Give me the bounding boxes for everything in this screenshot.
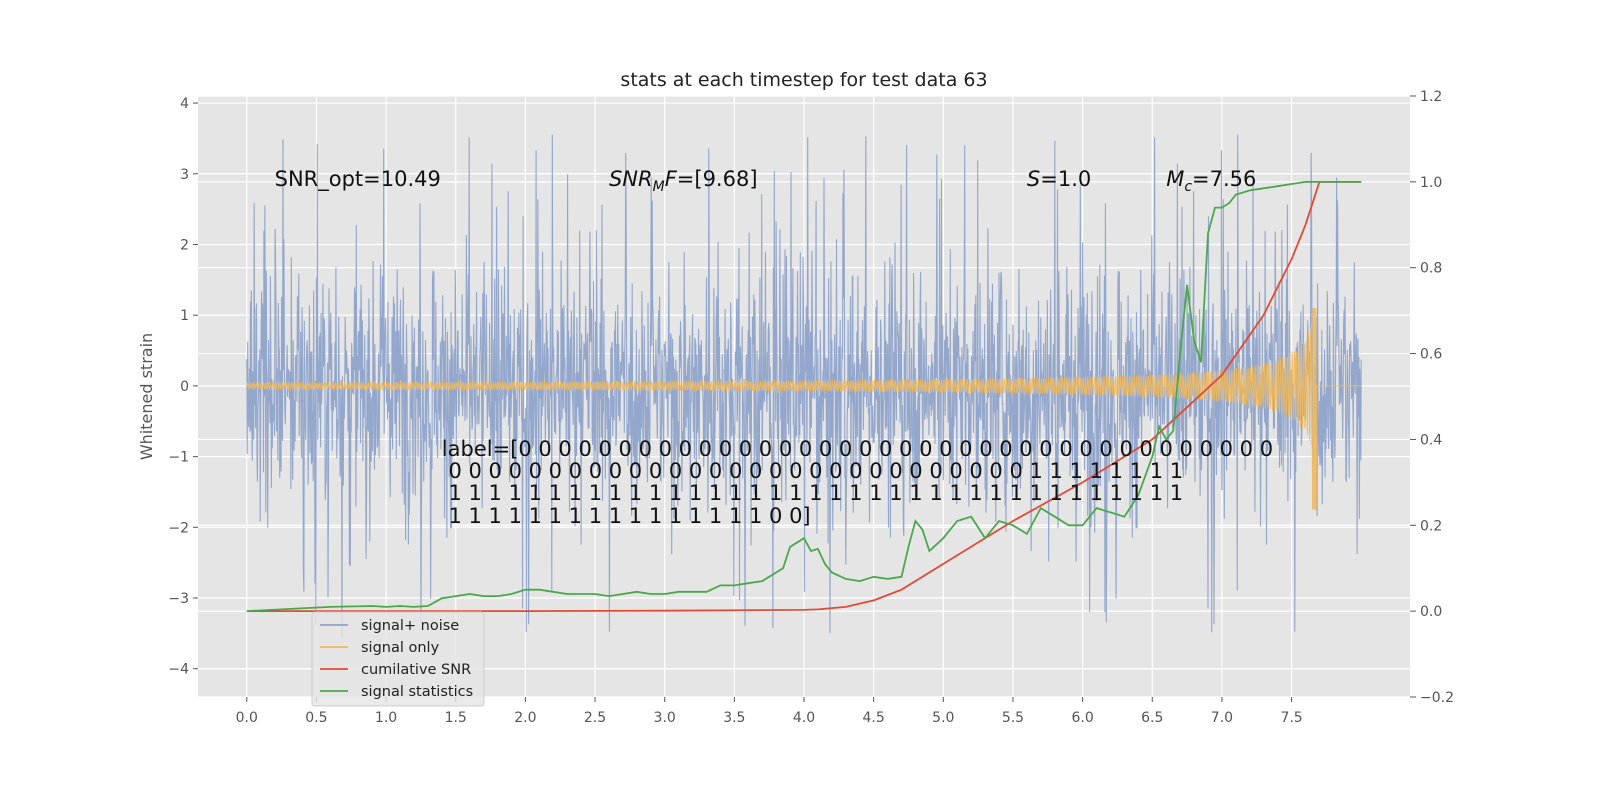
snr-mf-symbol: SNR <box>609 167 653 191</box>
legend-label: signal+ noise <box>361 618 459 634</box>
y2-tick-label: 0.6 <box>1420 347 1442 363</box>
x-tick-label: 4.0 <box>793 710 815 726</box>
cumulative-snr-line <box>246 181 1362 612</box>
x-tick-label: 1.5 <box>445 710 467 726</box>
x-tick-label: 4.5 <box>863 710 885 726</box>
snr-mf-value: =[9.68] <box>677 167 758 191</box>
x-tick-label: 2.0 <box>514 710 536 726</box>
label-annotation: label=[0 0 0 0 0 0 0 0 0 0 0 0 0 0 0 0 0… <box>442 437 1273 528</box>
y-tick-label: 3 <box>180 167 189 183</box>
mc-value: =7.56 <box>1192 167 1256 191</box>
y-tick-label: −1 <box>168 450 189 466</box>
snr-opt-annotation: SNR_opt=10.49 <box>275 167 441 192</box>
x-tick-label: 7.0 <box>1211 710 1233 726</box>
x-tick-label: 0.5 <box>305 710 327 726</box>
legend-label: cumilative SNR <box>361 662 471 678</box>
x-tick-label: 1.0 <box>375 710 397 726</box>
x-tick-label: 3.0 <box>654 710 676 726</box>
label-line: 0 0 0 0 0 0 0 0 0 0 0 0 0 0 0 0 0 0 0 0 … <box>442 459 1183 483</box>
s-annotation: S=1.0 <box>1027 167 1091 191</box>
x-tick-label: 5.0 <box>932 710 954 726</box>
x-tick-label: 3.5 <box>723 710 745 726</box>
label-line: label=[0 0 0 0 0 0 0 0 0 0 0 0 0 0 0 0 0… <box>442 437 1273 461</box>
legend-box <box>311 611 485 707</box>
x-tick-label: 0.0 <box>236 710 258 726</box>
legend: signal+ noise signal only cumilative SNR si… <box>311 611 485 707</box>
y-tick-label: −2 <box>168 520 189 536</box>
y-tick-label: −4 <box>168 662 189 678</box>
x-tick-label: 2.5 <box>584 710 606 726</box>
snr-mf-annotation: SNRMF=[9.68] <box>609 167 758 195</box>
legend-label: signal statistics <box>361 684 473 700</box>
snr-mf-f: F <box>665 167 678 191</box>
y-tick-label: −3 <box>168 591 189 607</box>
y-tick-label: 2 <box>180 237 189 253</box>
label-line: 1 1 1 1 1 1 1 1 1 1 1 1 1 1 1 1 1 1 1 1 … <box>442 481 1183 505</box>
s-value: =1.0 <box>1040 167 1091 191</box>
y2-tick-label: 1.0 <box>1420 175 1442 191</box>
y-axis-label: Whitened strain <box>137 333 156 460</box>
axes: 0.0 0.5 1.0 1.5 2.0 2.5 3.0 3.5 4.0 4.5 5.0 5.5 6.0 6… <box>168 89 1454 726</box>
mc-symbol: M <box>1166 167 1184 191</box>
snr-mf-subscript: M <box>653 179 665 195</box>
signal-statistics-line <box>246 181 1362 612</box>
y-tick-label: 1 <box>180 308 189 324</box>
s-symbol: S <box>1027 167 1040 191</box>
signal-only-series <box>246 308 1362 510</box>
x-tick-label: 6.0 <box>1071 710 1093 726</box>
x-tick-label: 5.5 <box>1002 710 1024 726</box>
x-tick-label: 7.5 <box>1280 710 1302 726</box>
chart-title: stats at each timestep for test data 63 <box>620 69 987 91</box>
y2-tick-label: 0.0 <box>1420 604 1442 620</box>
y2-tick-label: 1.2 <box>1420 89 1442 105</box>
mc-annotation: Mc=7.56 <box>1166 167 1256 195</box>
y2-tick-label: 0.4 <box>1420 432 1442 448</box>
y2-tick-label: 0.2 <box>1420 518 1442 534</box>
x-tick-label: 6.5 <box>1141 710 1163 726</box>
signal-only-line <box>246 308 1362 510</box>
y2-tick-label: 0.8 <box>1420 261 1442 277</box>
y-tick-label: 0 <box>180 379 189 395</box>
mc-subscript: c <box>1184 179 1192 195</box>
y2-tick-label: −0.2 <box>1420 690 1454 706</box>
legend-label: signal only <box>361 640 440 656</box>
y-tick-label: 4 <box>180 96 189 112</box>
label-line: 1 1 1 1 1 1 1 1 1 1 1 1 1 1 1 1 0 0] <box>442 504 811 528</box>
